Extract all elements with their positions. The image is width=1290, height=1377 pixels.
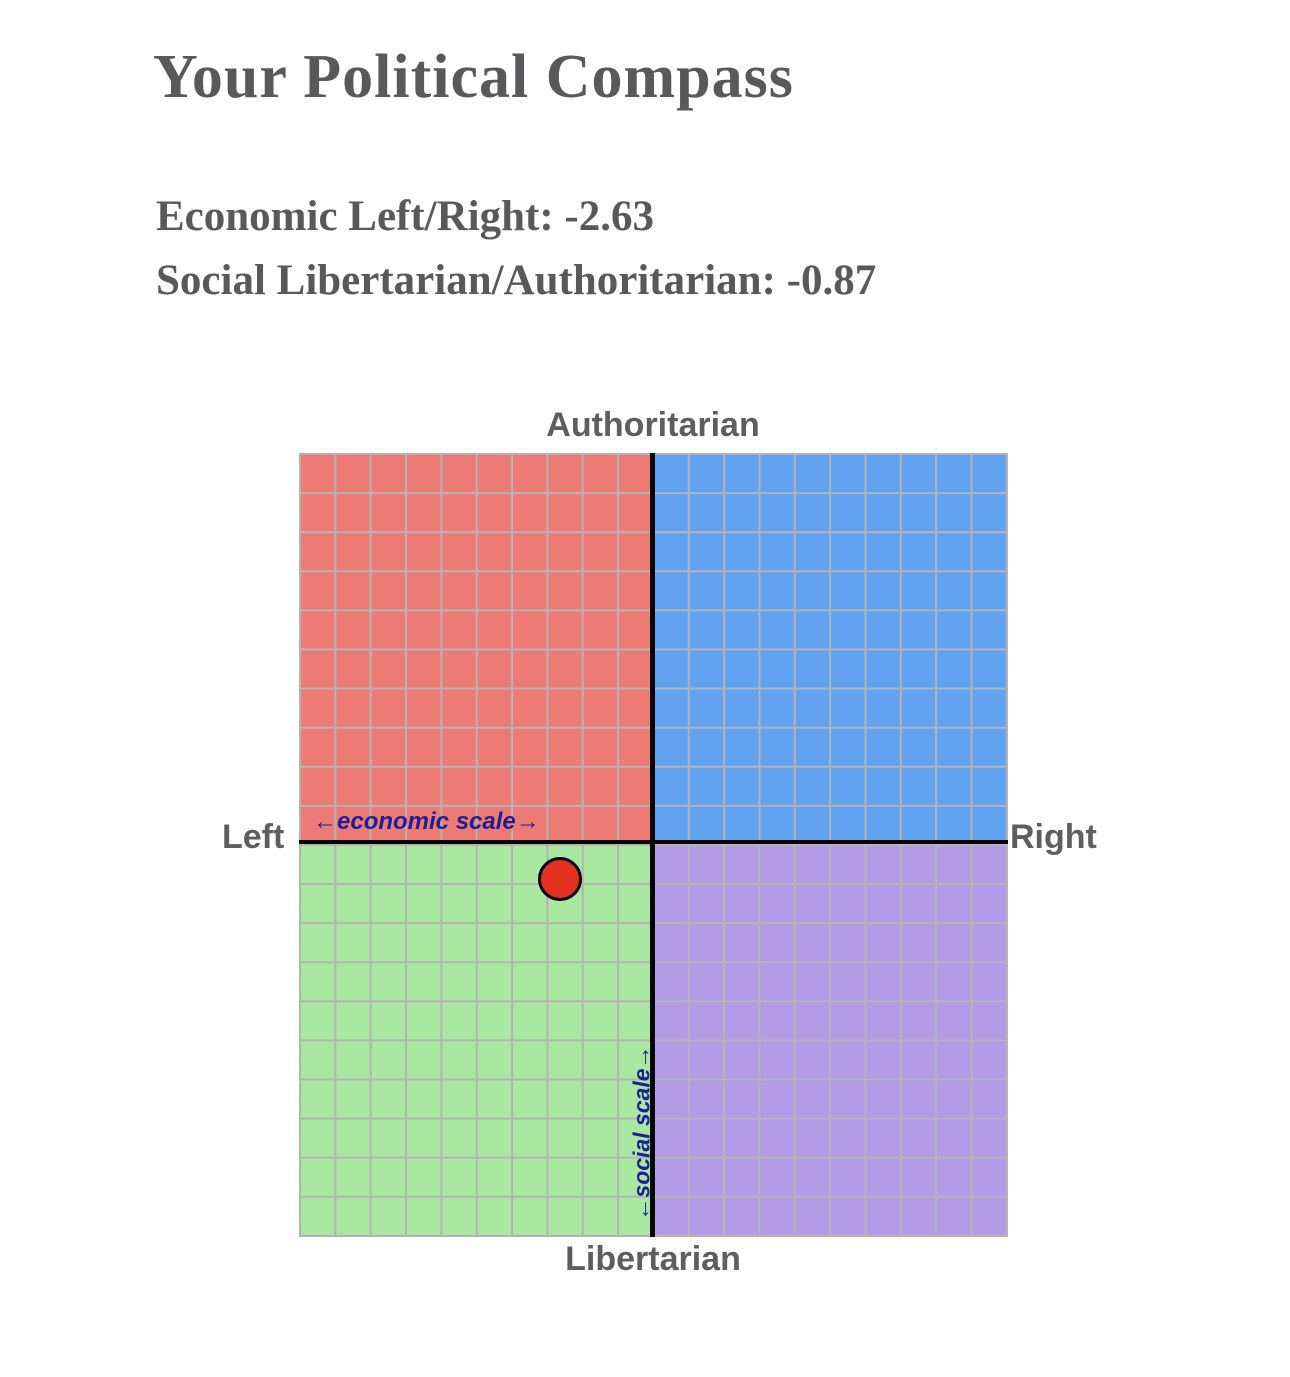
axis-label-libertarian: Libertarian xyxy=(565,1240,741,1278)
economic-scale-caption: ←economic scale→ xyxy=(313,808,540,835)
social-score-text: Social Libertarian/Authoritarian: -0.87 xyxy=(156,257,877,304)
result-point xyxy=(538,857,583,902)
compass-chart: ←economic scale→ ←social scale→ xyxy=(299,453,1008,1237)
social-scale-caption: ←social scale→ xyxy=(628,1045,655,1221)
axis-label-right: Right xyxy=(1010,818,1097,856)
economic-score-text: Economic Left/Right: -2.63 xyxy=(156,193,655,240)
social-axis-line xyxy=(650,453,655,1237)
axis-label-left: Left xyxy=(222,818,285,856)
axis-label-authoritarian: Authoritarian xyxy=(546,406,760,444)
page-title: Your Political Compass xyxy=(153,43,794,111)
